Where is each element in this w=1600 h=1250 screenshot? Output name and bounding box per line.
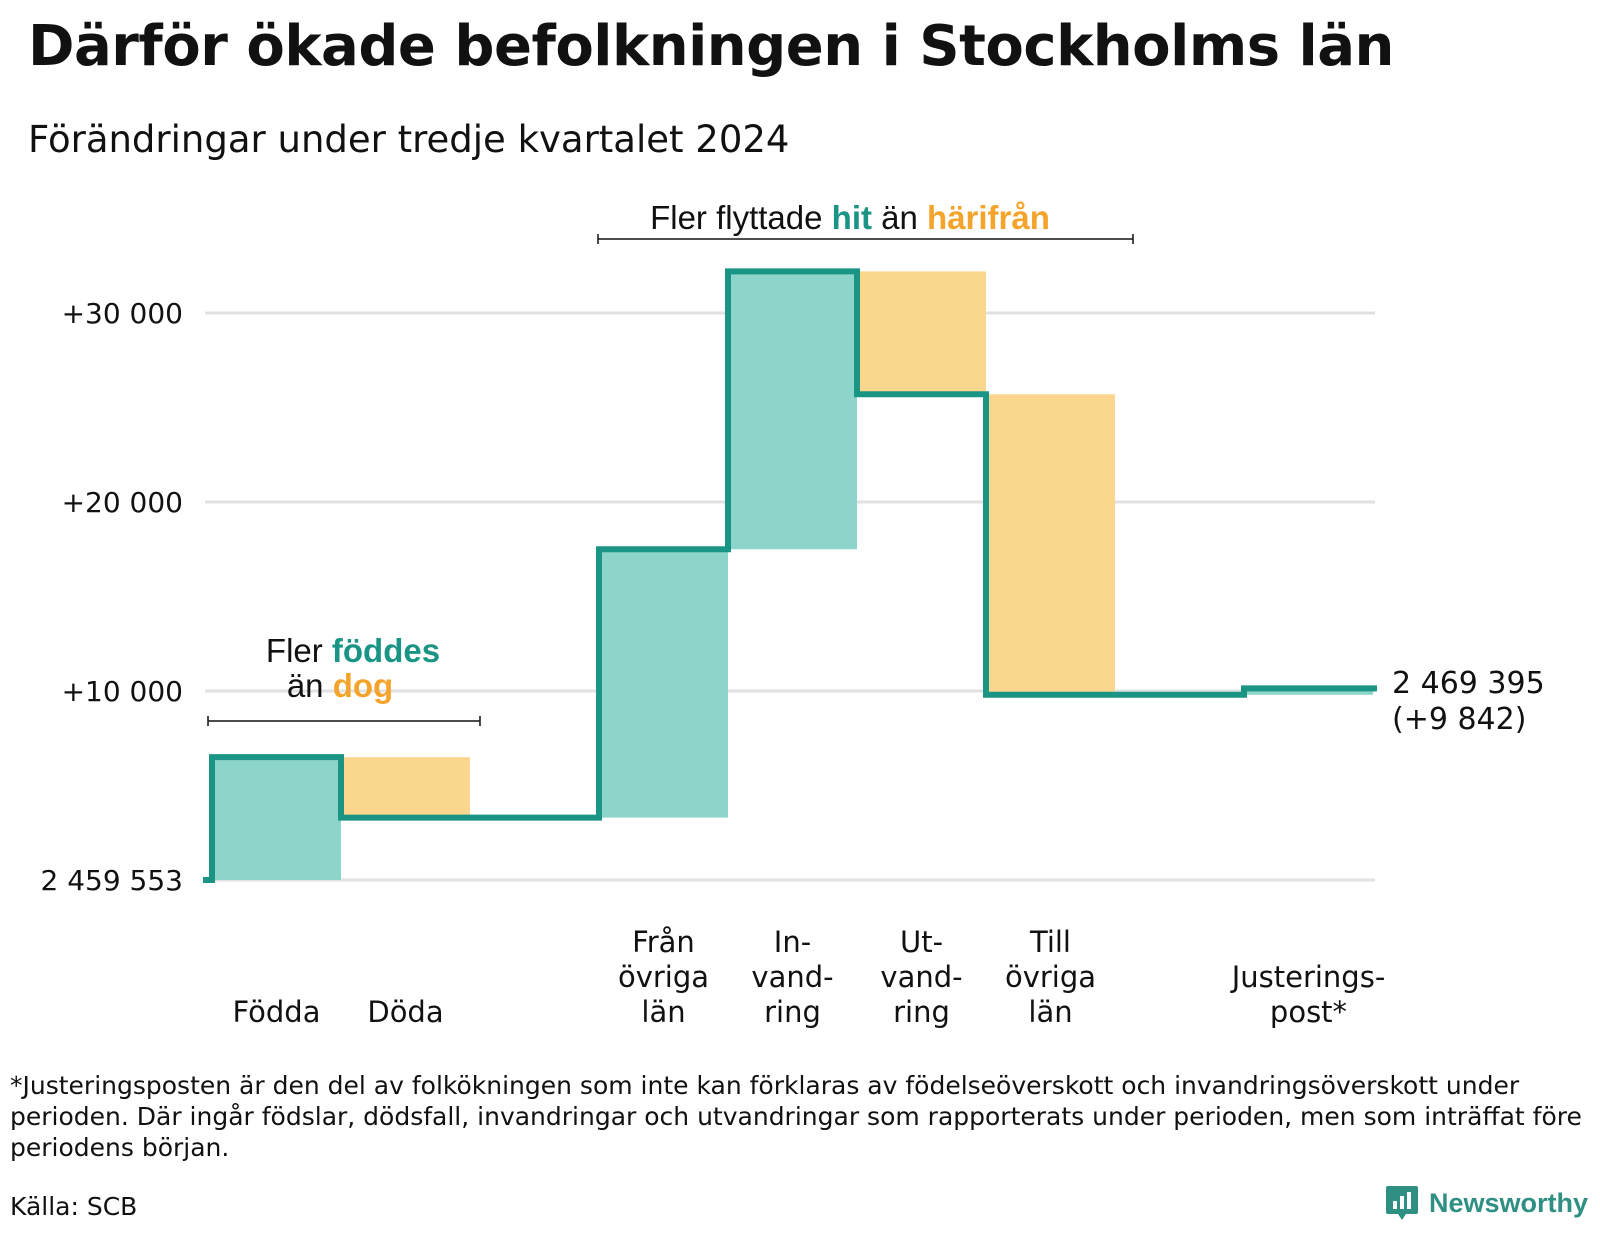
brand-name: Newsworthy — [1428, 1187, 1588, 1218]
y-tick-label: 2 459 553 — [40, 864, 183, 897]
category-label: Ut- — [900, 925, 943, 959]
end-value-total: 2 469 395 — [1392, 666, 1545, 701]
annotation-migration-bracket — [597, 234, 1134, 244]
category-label: In- — [774, 925, 811, 959]
chart-title: Därför ökade befolkningen i Stockholms l… — [28, 14, 1394, 79]
category-labels: Födda DödaFrånövrigalänIn-vand-ringUt-van… — [233, 925, 1386, 1029]
category-label: ring — [893, 995, 950, 1029]
annotation-births-line2: än dog — [287, 667, 393, 704]
newsworthy-logo-icon — [1385, 1186, 1418, 1220]
footnote: *Justeringsposten är den del av folkökni… — [10, 1071, 1582, 1162]
category-label: övriga — [618, 960, 709, 994]
end-value-change: (+9 842) — [1392, 702, 1526, 737]
y-tick-label: +10 000 — [62, 675, 183, 708]
step-line — [203, 268, 1377, 883]
annotation-migration: Fler flyttade hit än härifrån — [597, 199, 1134, 244]
brand-logo: Newsworthy — [1385, 1184, 1588, 1222]
category-label: Till — [1029, 925, 1071, 959]
waterfall-chart: 2 459 553 +10 000 +20 000 +30 000 Födda Döda… — [40, 199, 1545, 1029]
category-label: vand- — [751, 960, 833, 994]
category-label: vand- — [880, 960, 962, 994]
y-tick-label: +20 000 — [62, 486, 183, 519]
category-label: Födda — [233, 995, 321, 1029]
bars — [212, 271, 1373, 880]
annotation-births-bracket — [207, 716, 481, 726]
annotation-migration-text: Fler flyttade hit än härifrån — [650, 199, 1050, 236]
category-label: län — [1028, 995, 1072, 1029]
y-axis-labels: 2 459 553 +10 000 +20 000 +30 000 — [40, 297, 183, 897]
category-label: Justerings- — [1230, 960, 1386, 994]
bar — [986, 394, 1115, 695]
bar — [341, 757, 470, 818]
category-label: ring — [764, 995, 821, 1029]
cumulative-step-line — [203, 268, 1377, 883]
bar — [212, 757, 341, 880]
bar — [1244, 688, 1373, 695]
bar — [599, 549, 728, 818]
category-label: län — [641, 995, 685, 1029]
annotation-births-line1: Fler föddes — [266, 632, 440, 669]
end-value-label: 2 469 395 (+9 842) — [1392, 666, 1545, 737]
bar — [857, 271, 986, 395]
y-tick-label: +30 000 — [62, 297, 183, 330]
category-label: post* — [1270, 995, 1347, 1029]
source-label: Källa: SCB — [10, 1192, 138, 1221]
bar — [728, 271, 857, 550]
chart-subtitle: Förändringar under tredje kvartalet 2024 — [28, 118, 790, 161]
category-label: övriga — [1005, 960, 1096, 994]
category-label: Från — [632, 925, 695, 959]
annotation-births: Fler föddes än dog — [207, 632, 481, 726]
category-label: Döda — [367, 995, 443, 1029]
